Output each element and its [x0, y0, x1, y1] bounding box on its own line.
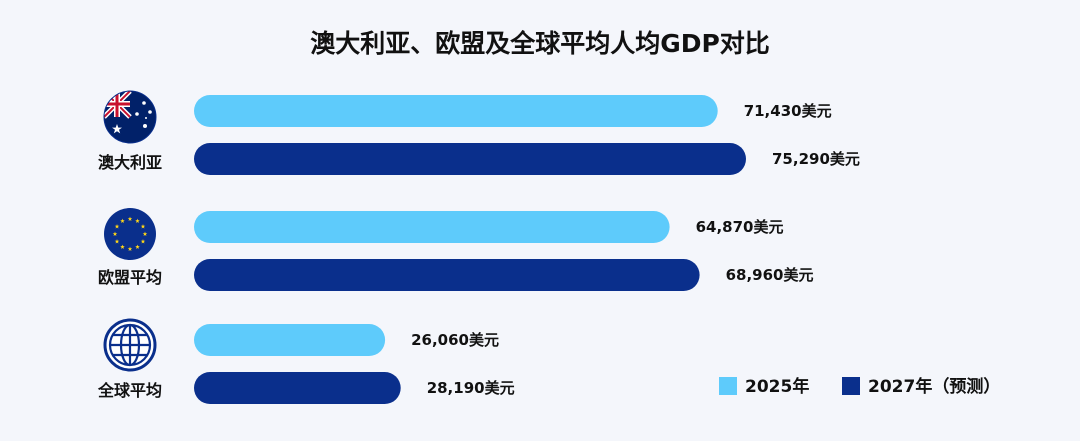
eu-star	[135, 218, 140, 223]
australia-flag-icon	[103, 90, 157, 144]
bar-2027-1	[194, 259, 700, 291]
bar-2025-2	[194, 324, 386, 356]
legend-label-2027: 2027年（预测）	[868, 376, 1000, 397]
legend-label-2025: 2025年	[745, 376, 809, 397]
bar-2027-2	[194, 372, 401, 404]
legend: 2025年 2027年（预测）	[719, 376, 1000, 397]
value-label: 75,290美元	[772, 150, 860, 168]
category-label: 澳大利亚	[98, 153, 162, 172]
chart-title: 澳大利亚、欧盟及全球平均人均GDP对比	[310, 29, 770, 58]
eu-star	[120, 244, 125, 249]
category-label: 欧盟平均	[98, 268, 162, 287]
eu-star	[140, 239, 146, 244]
legend-swatch-2025	[719, 377, 737, 395]
bar-2025-0	[194, 95, 718, 127]
eu-star	[114, 224, 120, 229]
bar-2027-0	[194, 143, 746, 175]
value-label: 26,060美元	[411, 331, 499, 349]
legend-swatch-2027	[842, 377, 860, 395]
bar-2025-1	[194, 211, 670, 243]
eu-star	[112, 231, 118, 236]
value-label: 28,190美元	[427, 379, 515, 397]
eu-star	[142, 231, 148, 236]
eu-star	[114, 239, 120, 244]
eu-star	[140, 224, 146, 229]
eu-star	[127, 246, 133, 251]
globe-icon	[103, 318, 157, 372]
eu-flag-icon	[104, 208, 156, 260]
value-label: 68,960美元	[726, 266, 814, 284]
eu-star	[135, 244, 140, 249]
value-label: 71,430美元	[744, 102, 832, 120]
value-label: 64,870美元	[696, 218, 784, 236]
eu-star	[120, 218, 125, 223]
category-label: 全球平均	[97, 381, 162, 400]
eu-star	[127, 216, 133, 221]
